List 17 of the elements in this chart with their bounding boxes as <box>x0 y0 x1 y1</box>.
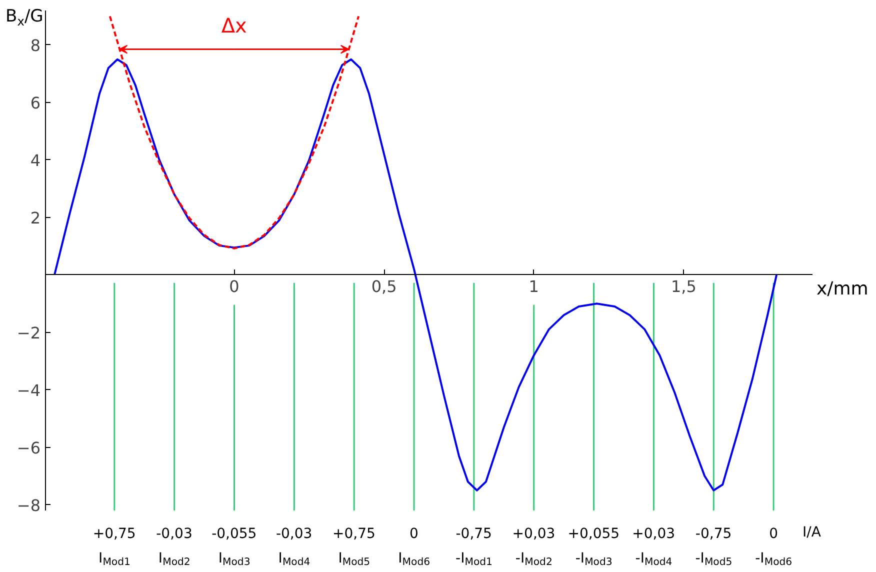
y-tick-label: 6 <box>30 93 41 112</box>
x-axis-title: x/mm <box>816 278 868 300</box>
x-tick-label: 0 <box>229 276 240 296</box>
line-series <box>108 15 360 250</box>
y-tick-label: −4 <box>16 380 41 400</box>
x-tick-label: 1 <box>528 276 539 296</box>
y-tick-label: −8 <box>16 496 41 515</box>
line-series <box>53 58 778 492</box>
x-tick-label: 0,5 <box>371 276 397 296</box>
annotation: Δx <box>221 13 248 38</box>
y-tick-label: 2 <box>30 208 41 228</box>
y-tick-label: −2 <box>16 323 41 342</box>
text: I/A <box>802 524 822 540</box>
y-tick-label: 8 <box>30 36 41 55</box>
x-tick-label: 1,5 <box>670 276 696 296</box>
y-tick-label: −6 <box>16 438 41 458</box>
y-tick-label: 4 <box>30 150 41 170</box>
